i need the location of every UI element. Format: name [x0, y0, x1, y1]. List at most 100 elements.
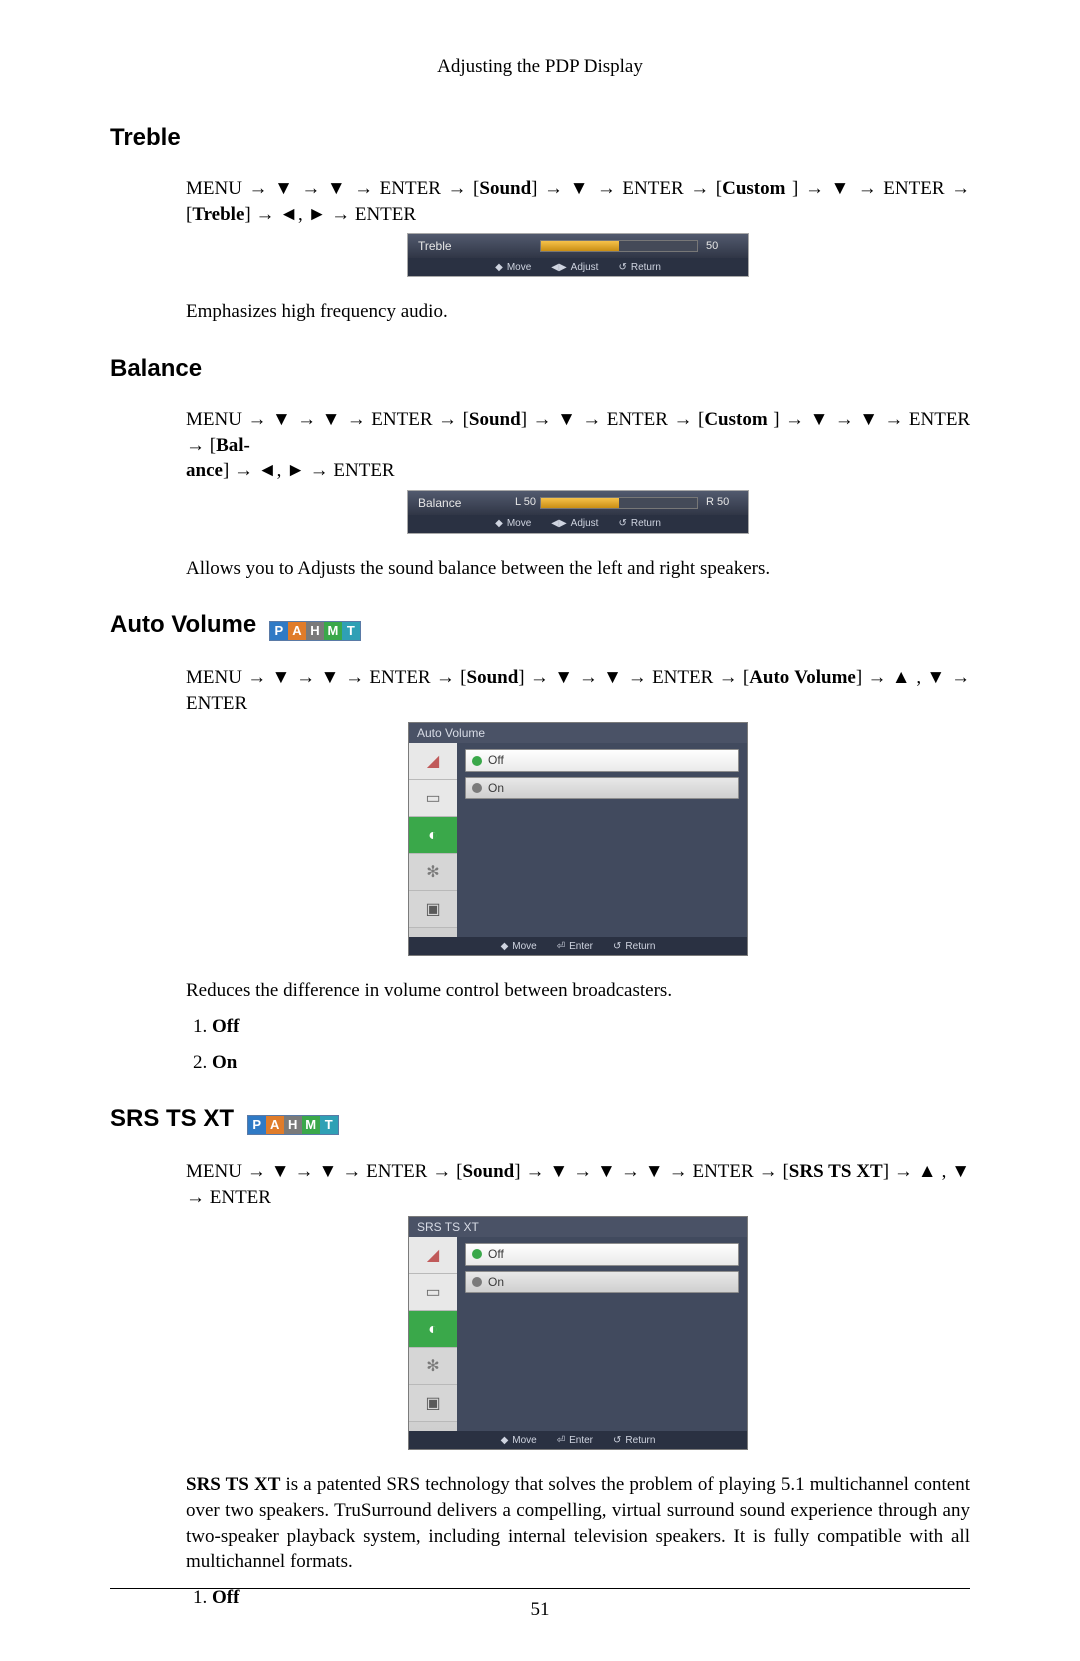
balance-osd-left: L 50: [500, 495, 540, 510]
radio-selected-icon: [472, 1249, 482, 1259]
down-icon: ▼: [597, 1161, 616, 1182]
option-on: On: [465, 1271, 739, 1293]
osd-footer: ◆ Move ◀▶ Adjust ↺ Return: [408, 258, 748, 276]
nav-text: ] →: [883, 1161, 918, 1182]
badge-pahmt: PAHMT: [269, 621, 361, 641]
auto-volume-title-text: Auto Volume: [110, 611, 256, 638]
osd-enter: ⏎ Enter: [557, 940, 593, 954]
nav-text: → ENTER → [: [628, 667, 749, 688]
nav-text: MENU →: [186, 409, 272, 430]
osd-move-label: Move: [512, 940, 536, 954]
heading-auto-volume: Auto Volume PAHMT: [110, 611, 970, 641]
srs-osd-title: SRS TS XT: [409, 1217, 747, 1237]
osd-sidebar: ◢ ▭ ◐ ✻ ▣: [409, 743, 457, 937]
list-item: Off: [212, 1014, 970, 1040]
nav-bold: Sound: [469, 409, 521, 430]
down-icon: ▼: [318, 1161, 337, 1182]
up-icon: ▲: [892, 667, 911, 688]
tab-setup-icon: ✻: [409, 1348, 457, 1385]
tab-multi-icon: ▣: [409, 1385, 457, 1422]
down-icon: ▼: [951, 1161, 970, 1182]
tab-picture-icon: ◢: [409, 1237, 457, 1274]
auto-volume-content: MENU → ▼ → ▼ → ENTER → [Sound] → ▼ → ▼ →…: [186, 665, 970, 1075]
nav-bold: Treble: [192, 204, 244, 225]
option-label: On: [488, 1274, 504, 1290]
nav-text: →: [579, 667, 603, 688]
nav-bold: ance: [186, 460, 223, 481]
auto-volume-desc: Reduces the difference in volume control…: [186, 978, 970, 1004]
down-icon: ▼: [645, 1161, 664, 1182]
srs-osd: SRS TS XT ◢ ▭ ◐ ✻ ▣ Off On: [408, 1216, 748, 1450]
badge-letter: P: [270, 622, 288, 640]
osd-return: ↺ Return: [613, 1434, 655, 1448]
down-icon: ▼: [272, 667, 291, 688]
tab-input-icon: ▭: [409, 1274, 457, 1311]
osd-adjust: ◀▶ Adjust: [551, 517, 598, 531]
osd-adjust: ◀▶ Adjust: [551, 261, 598, 275]
nav-text: →: [301, 178, 327, 199]
nav-text: ,: [298, 204, 308, 225]
section-srs: SRS TS XT PAHMT MENU → ▼ → ▼ → ENTER → […: [110, 1105, 970, 1610]
srs-desc: SRS TS XT is a patented SRS technology t…: [186, 1472, 970, 1575]
tab-multi-icon: ▣: [409, 891, 457, 928]
doc-header: Adjusting the PDP Display: [110, 56, 970, 78]
balance-osd-row: Balance L 50 R 50: [408, 491, 748, 515]
nav-text: ,: [277, 460, 287, 481]
nav-text: → ENTER → [: [345, 667, 466, 688]
balance-osd-label: Balance: [408, 495, 500, 511]
tab-setup-icon: ✻: [409, 854, 457, 891]
down-icon: ▼: [859, 409, 879, 430]
radio-icon: [472, 783, 482, 793]
osd-move-label: Move: [507, 261, 531, 275]
down-icon: ▼: [549, 1161, 568, 1182]
down-icon: ▼: [554, 667, 573, 688]
down-icon: ▼: [926, 667, 945, 688]
nav-text: ] →: [521, 409, 557, 430]
up-icon: ▲: [918, 1161, 937, 1182]
nav-text: → ENTER → [: [597, 178, 722, 199]
nav-text: →: [835, 409, 860, 430]
down-icon: ▼: [810, 409, 830, 430]
badge-letter: M: [302, 1116, 320, 1134]
page: Adjusting the PDP Display Treble MENU → …: [0, 0, 1080, 1661]
treble-content: MENU → ▼ → ▼ → ENTER → [Sound] → ▼ → ENT…: [186, 176, 970, 325]
list-item-label: On: [212, 1052, 237, 1073]
nav-text: ] →: [785, 178, 830, 199]
auto-volume-osd: Auto Volume ◢ ▭ ◐ ✻ ▣ Off On: [408, 722, 748, 956]
balance-osd-fill: [541, 498, 619, 508]
badge-letter: P: [248, 1116, 266, 1134]
down-icon: ▼: [327, 178, 348, 199]
treble-osd-row: Treble 50: [408, 234, 748, 258]
option-on: On: [465, 777, 739, 799]
osd-return: ↺ Return: [618, 517, 660, 531]
osd-move: ◆ Move: [501, 1434, 537, 1448]
nav-text: → ENTER: [331, 204, 416, 225]
nav-text: ,: [937, 1161, 952, 1182]
nav-text: → ENTER → [: [582, 409, 704, 430]
osd-enter: ⏎ Enter: [557, 1434, 593, 1448]
down-icon: ▼: [603, 667, 622, 688]
nav-text: → ENTER → [: [347, 409, 469, 430]
badge-letter: H: [306, 622, 324, 640]
badge-letter: M: [324, 622, 342, 640]
badge-letter: H: [284, 1116, 302, 1134]
treble-nav-path: MENU → ▼ → ▼ → ENTER → [Sound] → ▼ → ENT…: [186, 176, 970, 227]
srs-content: MENU → ▼ → ▼ → ENTER → [Sound] → ▼ → ▼ →…: [186, 1159, 970, 1611]
osd-footer: ◆ Move ⏎ Enter ↺ Return: [409, 937, 747, 955]
badge-pahmt: PAHMT: [247, 1115, 339, 1135]
nav-text: ] →: [856, 667, 892, 688]
right-icon: ►: [286, 460, 305, 481]
treble-osd-fill: [541, 241, 619, 251]
srs-nav-path: MENU → ▼ → ▼ → ENTER → [Sound] → ▼ → ▼ →…: [186, 1159, 970, 1210]
tab-sound-icon: ◐: [409, 817, 457, 854]
nav-text: ] →: [518, 667, 554, 688]
option-label: On: [488, 780, 504, 796]
osd-body: ◢ ▭ ◐ ✻ ▣ Off On: [409, 1237, 747, 1431]
osd-move-label: Move: [507, 517, 531, 531]
nav-text: MENU →: [186, 1161, 271, 1182]
osd-move: ◆ Move: [501, 940, 537, 954]
auto-volume-nav-path: MENU → ▼ → ▼ → ENTER → [Sound] → ▼ → ▼ →…: [186, 665, 970, 716]
nav-bold: Sound: [467, 667, 519, 688]
radio-icon: [472, 1277, 482, 1287]
osd-move-label: Move: [512, 1434, 536, 1448]
